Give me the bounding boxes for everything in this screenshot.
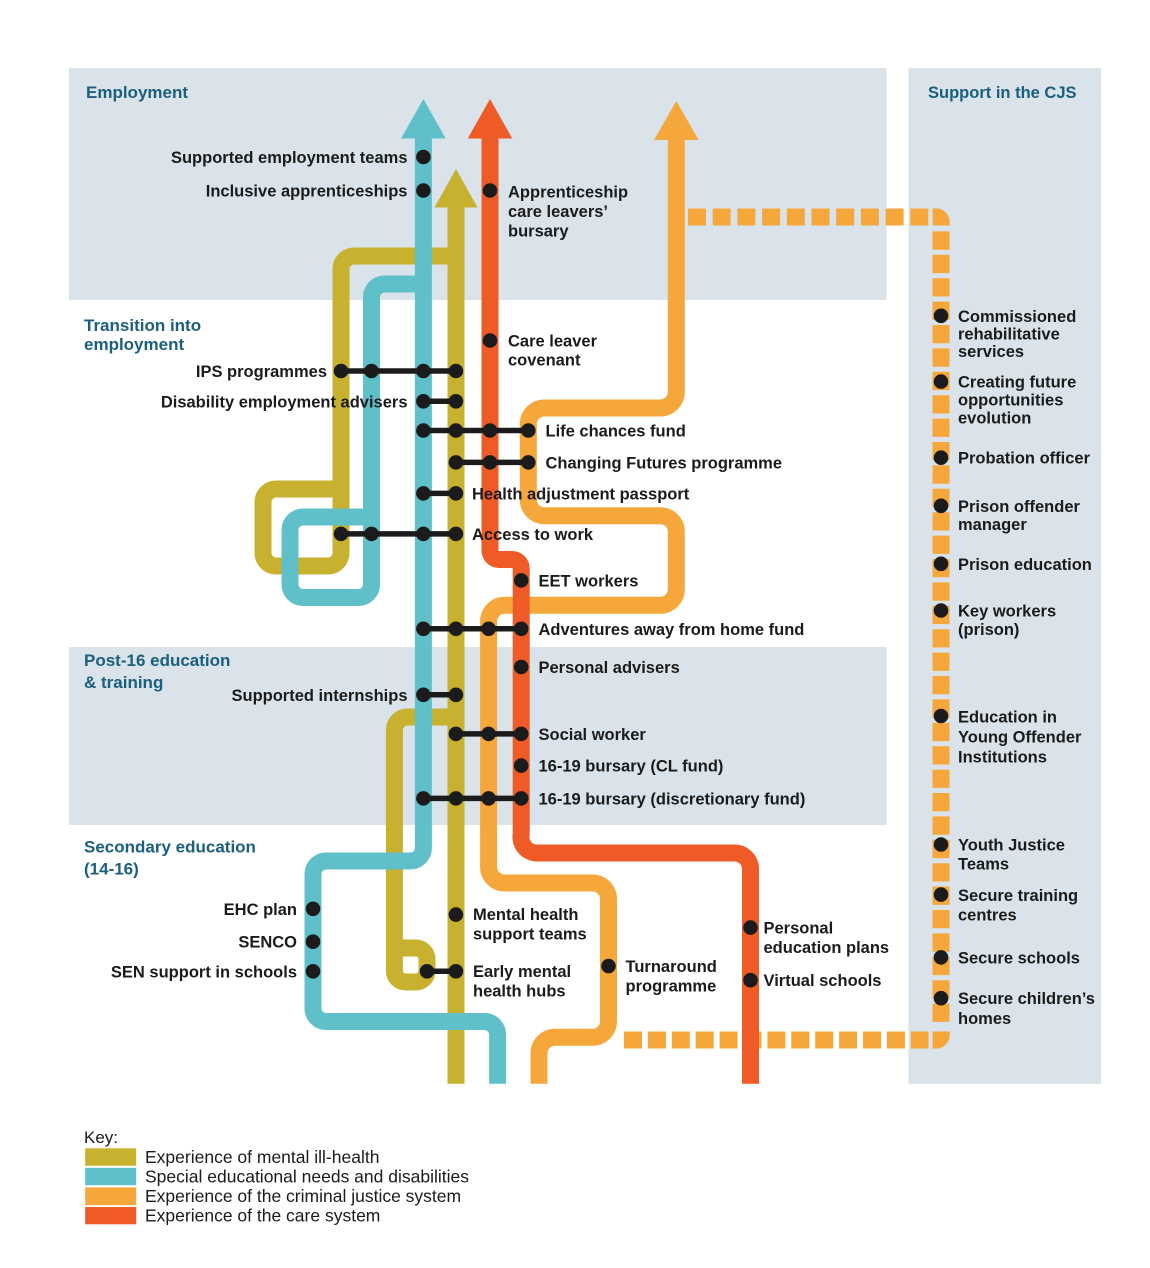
- svg-text:EET workers: EET workers: [539, 572, 639, 590]
- svg-text:Key:: Key:: [84, 1128, 118, 1147]
- svg-text:covenant: covenant: [508, 352, 581, 370]
- svg-text:Inclusive apprenticeships: Inclusive apprenticeships: [206, 183, 408, 201]
- svg-text:Social worker: Social worker: [539, 726, 647, 744]
- svg-text:(prison): (prison): [958, 621, 1019, 639]
- svg-text:education plans: education plans: [764, 939, 890, 957]
- svg-text:programme: programme: [626, 978, 717, 996]
- svg-text:Personal: Personal: [764, 920, 834, 938]
- svg-text:16-19 bursary (CL fund): 16-19 bursary (CL fund): [539, 758, 724, 776]
- svg-text:Mental health: Mental health: [473, 906, 578, 924]
- svg-text:Experience of mental ill-healt: Experience of mental ill-health: [145, 1147, 379, 1167]
- svg-text:Secure schools: Secure schools: [958, 949, 1080, 967]
- svg-text:Care leaver: Care leaver: [508, 333, 598, 351]
- svg-text:manager: manager: [958, 516, 1027, 534]
- svg-text:Personal advisers: Personal advisers: [539, 659, 680, 677]
- svg-text:Early mental: Early mental: [473, 963, 571, 981]
- svg-text:Post-16 education: Post-16 education: [84, 651, 230, 670]
- svg-text:homes: homes: [958, 1010, 1011, 1028]
- svg-text:Teams: Teams: [958, 856, 1009, 874]
- svg-text:support teams: support teams: [473, 926, 587, 944]
- svg-text:Supported internships: Supported internships: [231, 687, 407, 705]
- svg-text:Prison education: Prison education: [958, 556, 1092, 574]
- svg-text:care leavers’: care leavers’: [508, 203, 608, 221]
- svg-text:evolution: evolution: [958, 409, 1031, 427]
- svg-text:Prison offender: Prison offender: [958, 498, 1081, 516]
- svg-text:Employment: Employment: [86, 83, 188, 102]
- svg-text:Secure training: Secure training: [958, 887, 1078, 905]
- svg-text:Changing Futures programme: Changing Futures programme: [546, 454, 783, 472]
- svg-text:Access to work: Access to work: [472, 526, 594, 544]
- svg-text:Apprenticeship: Apprenticeship: [508, 184, 628, 202]
- svg-text:Experience of the criminal jus: Experience of the criminal justice syste…: [145, 1186, 461, 1206]
- svg-text:Young Offender: Young Offender: [958, 728, 1082, 746]
- svg-text:rehabilitative: rehabilitative: [958, 326, 1060, 344]
- svg-text:Virtual schools: Virtual schools: [764, 972, 882, 990]
- svg-text:Health adjustment passport: Health adjustment passport: [472, 485, 690, 503]
- svg-text:employment: employment: [84, 335, 184, 354]
- svg-text:opportunities: opportunities: [958, 392, 1063, 410]
- svg-text:Secondary education: Secondary education: [84, 838, 256, 857]
- svg-text:Life chances fund: Life chances fund: [546, 423, 686, 441]
- svg-text:EHC plan: EHC plan: [224, 901, 297, 919]
- svg-text:Special educational needs and: Special educational needs and disabiliti…: [145, 1167, 469, 1187]
- svg-text:Secure children’s: Secure children’s: [958, 990, 1095, 1008]
- svg-text:Adventures away from home fund: Adventures away from home fund: [539, 621, 805, 639]
- svg-text:Education in: Education in: [958, 708, 1057, 726]
- svg-text:Institutions: Institutions: [958, 748, 1047, 766]
- svg-text:Support in the CJS: Support in the CJS: [928, 84, 1077, 102]
- svg-text:16-19 bursary (discretionary f: 16-19 bursary (discretionary fund): [539, 790, 806, 808]
- svg-text:SEN support in schools: SEN support in schools: [111, 963, 297, 981]
- svg-text:health hubs: health hubs: [473, 983, 566, 1001]
- svg-text:Disability employment advisers: Disability employment advisers: [161, 393, 408, 411]
- svg-text:Creating future: Creating future: [958, 374, 1076, 392]
- svg-text:Experience of the care system: Experience of the care system: [145, 1206, 380, 1226]
- svg-text:Probation officer: Probation officer: [958, 450, 1091, 468]
- svg-text:Turnaround: Turnaround: [626, 958, 717, 976]
- svg-text:Key workers: Key workers: [958, 603, 1056, 621]
- svg-text:Supported employment teams: Supported employment teams: [171, 149, 408, 167]
- svg-text:SENCO: SENCO: [238, 934, 297, 952]
- svg-text:IPS programmes: IPS programmes: [196, 363, 327, 381]
- svg-text:services: services: [958, 343, 1024, 361]
- svg-text:Youth Justice: Youth Justice: [958, 837, 1065, 855]
- svg-text:Transition into: Transition into: [84, 316, 201, 335]
- svg-text:& training: & training: [84, 673, 163, 692]
- svg-text:bursary: bursary: [508, 223, 569, 241]
- svg-text:centres: centres: [958, 907, 1017, 925]
- svg-text:Commissioned: Commissioned: [958, 308, 1076, 326]
- svg-text:(14-16): (14-16): [84, 860, 139, 879]
